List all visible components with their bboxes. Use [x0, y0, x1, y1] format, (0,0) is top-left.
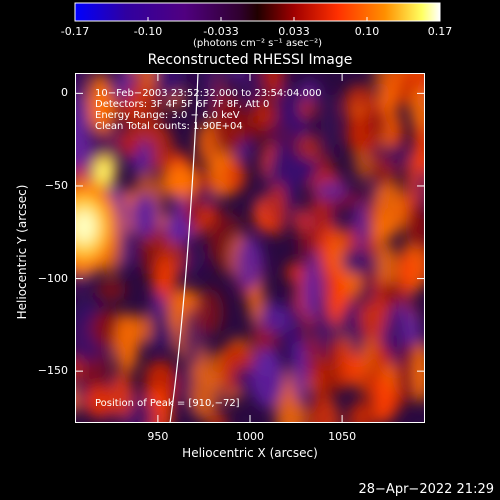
annotation-detectors: Detectors: 3F 4F 5F 6F 7F 8F, Att 0 — [95, 99, 270, 110]
colorbar-gradient — [74, 2, 441, 22]
colorbar-tick-label: -0.033 — [203, 25, 239, 38]
colorbar-tick-label: -0.10 — [133, 25, 163, 38]
y-axis-label: Heliocentric Y (arcsec) — [15, 184, 29, 320]
colorbar-tick-label: -0.17 — [60, 25, 90, 38]
annotation-counts: Clean Total counts: 1.90E+04 — [95, 121, 243, 132]
colorbar — [74, 2, 441, 22]
peak-emission — [98, 163, 111, 181]
solar-limb-line — [169, 73, 199, 423]
y-tick-label: −150 — [37, 364, 68, 378]
y-tick-label: −50 — [44, 178, 68, 192]
footer-date: 28−Apr−2022 21:29 — [358, 482, 495, 497]
annotation-time: 10−Feb−2003 23:52:32.000 to 23:54:04.000 — [95, 88, 322, 99]
x-tick-label: 1050 — [328, 430, 357, 443]
x-tick-label: 950 — [147, 430, 169, 443]
annotation-peak: Position of Peak = [910,−72] — [95, 398, 240, 409]
heatmap-plot — [75, 73, 425, 423]
colorbar-units: (photons cm⁻² s⁻¹ asec⁻²) — [192, 38, 323, 49]
y-tick-label: −100 — [37, 271, 68, 285]
chart-title: Reconstructed RHESSI Image — [147, 52, 353, 68]
y-tick-label: 0 — [61, 86, 68, 100]
colorbar-tick-label: 0.10 — [354, 25, 380, 38]
peak-emission — [75, 209, 97, 244]
heatmap-image — [75, 73, 425, 423]
annotation-energy: Energy Range: 3.0 − 6.0 keV — [95, 110, 240, 121]
x-axis-label: Heliocentric X (arcsec) — [182, 446, 318, 460]
colorbar-tick-label: 0.17 — [427, 25, 453, 38]
x-tick-label: 1000 — [236, 430, 264, 443]
colorbar-tick-label: 0.033 — [278, 25, 310, 38]
